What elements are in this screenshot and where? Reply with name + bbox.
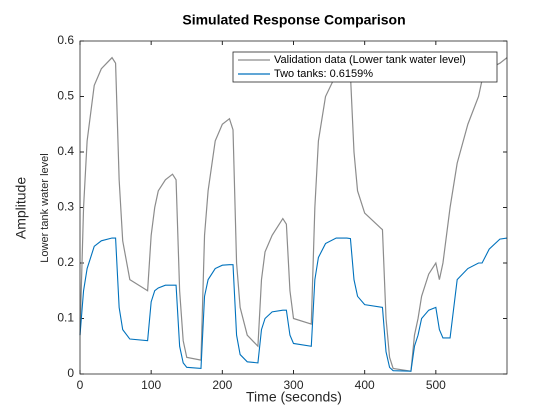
x-tick-label: 500 — [426, 378, 446, 392]
legend-label: Two tanks: 0.6159% — [274, 68, 373, 80]
y-tick-label: 0.4 — [57, 144, 74, 158]
y-tick-label: 0.3 — [57, 200, 74, 214]
y-tick-label: 0.1 — [57, 311, 74, 325]
x-tick-label: 200 — [212, 378, 232, 392]
legend-label: Validation data (Lower tank water level) — [274, 54, 466, 66]
y-axis-label: Amplitude — [13, 177, 29, 239]
legend-box — [232, 51, 498, 83]
x-axis-label: Time (seconds) — [246, 389, 342, 405]
x-tick-label: 400 — [355, 378, 375, 392]
x-tick-label: 100 — [141, 378, 161, 392]
y-tick-label: 0.2 — [57, 255, 74, 269]
series-line — [79, 56, 508, 372]
y-axis-sublabel: Lower tank water level — [39, 153, 51, 262]
y-tick-label: 0.6 — [57, 33, 74, 47]
chart-title: Simulated Response Comparison — [182, 12, 405, 28]
x-tick-label: 300 — [283, 378, 303, 392]
y-tick-label: 0.5 — [57, 89, 74, 103]
y-tick-label: 0 — [67, 366, 74, 380]
axes-box — [79, 40, 508, 375]
x-tick-label: 0 — [77, 378, 84, 392]
series-line — [79, 237, 508, 372]
